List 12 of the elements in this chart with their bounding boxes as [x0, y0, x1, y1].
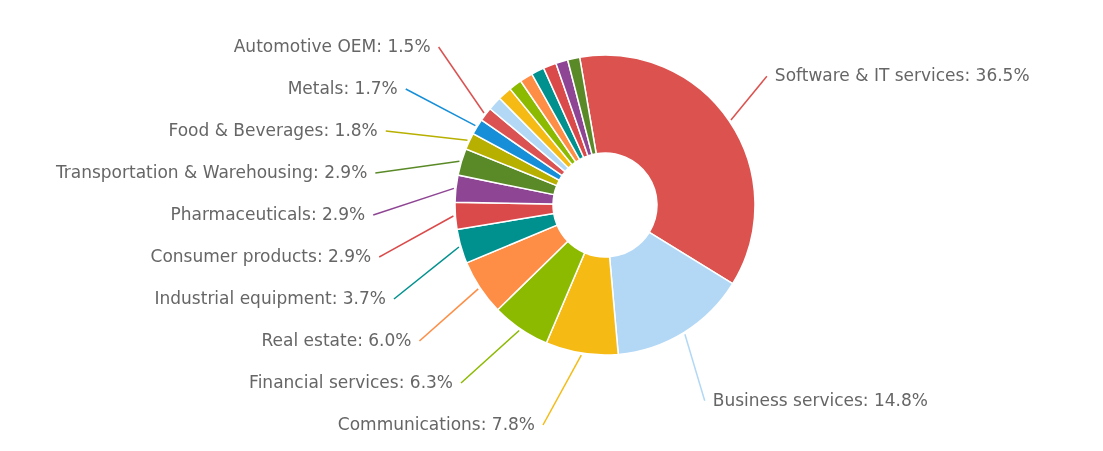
slice-label: Consumer products: 2.9% — [150, 246, 372, 266]
slice-label: Software & IT services: 36.5% — [774, 65, 1030, 86]
slice-label: Automotive OEM: 1.5% — [233, 36, 431, 56]
slice-label: Industrial equipment: 3.7% — [154, 288, 386, 308]
slice-label: Food & Beverages: 1.8% — [168, 120, 378, 140]
slice-label: Metals: 1.7% — [287, 78, 398, 98]
slice-label: Real estate: 6.0% — [261, 330, 412, 350]
slice-label: Communications: 7.8% — [337, 414, 535, 434]
slice-label: Transportation & Warehousing: 2.9% — [54, 162, 368, 182]
slice-label: Financial services: 6.3% — [249, 372, 454, 392]
slice-label: Business services: 14.8% — [712, 389, 928, 410]
slice-label: Pharmaceuticals: 2.9% — [170, 204, 366, 224]
